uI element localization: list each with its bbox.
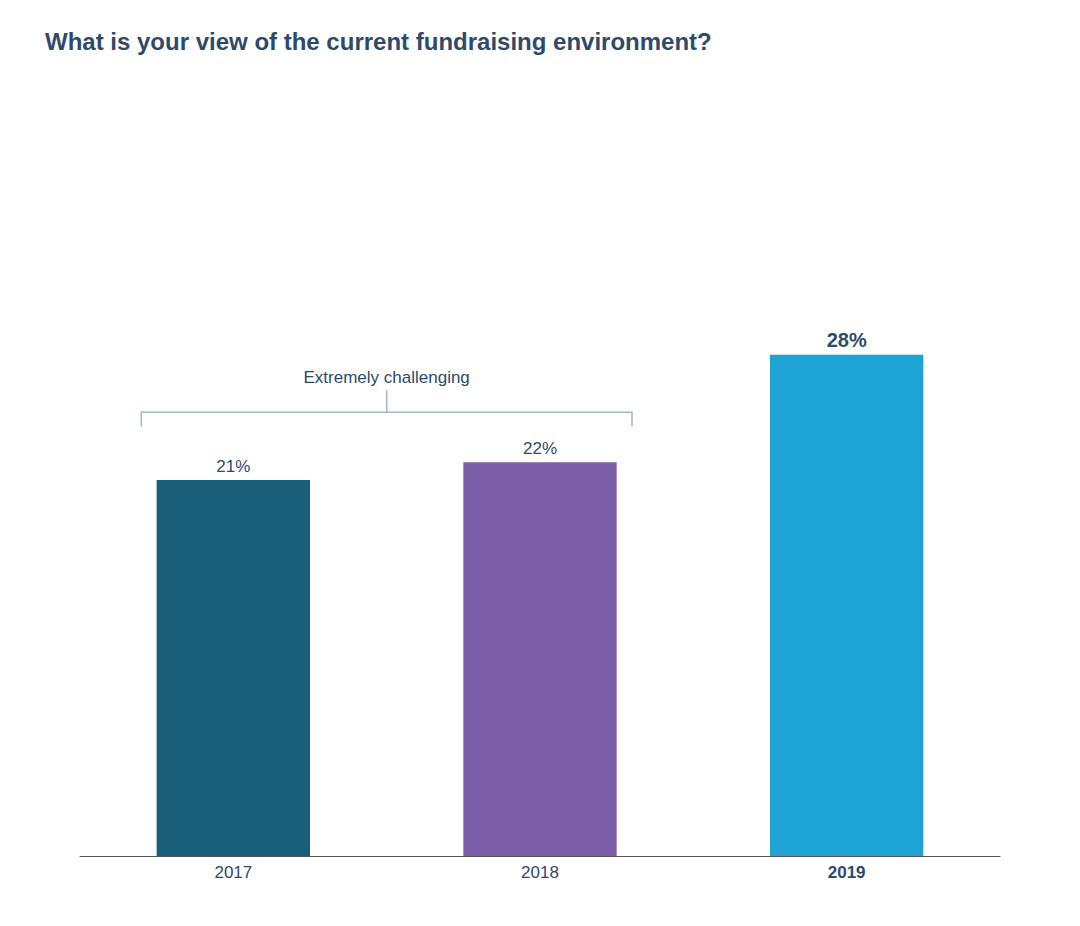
- svg-text:28%: 28%: [827, 329, 867, 351]
- svg-text:What is your view of the curre: What is your view of the current fundrai…: [45, 28, 712, 55]
- svg-text:21%: 21%: [216, 457, 250, 476]
- svg-text:Extremely challenging: Extremely challenging: [304, 368, 470, 387]
- svg-text:2017: 2017: [214, 863, 252, 882]
- svg-text:2018: 2018: [521, 863, 559, 882]
- svg-text:22%: 22%: [523, 439, 557, 458]
- svg-text:2019: 2019: [828, 863, 866, 882]
